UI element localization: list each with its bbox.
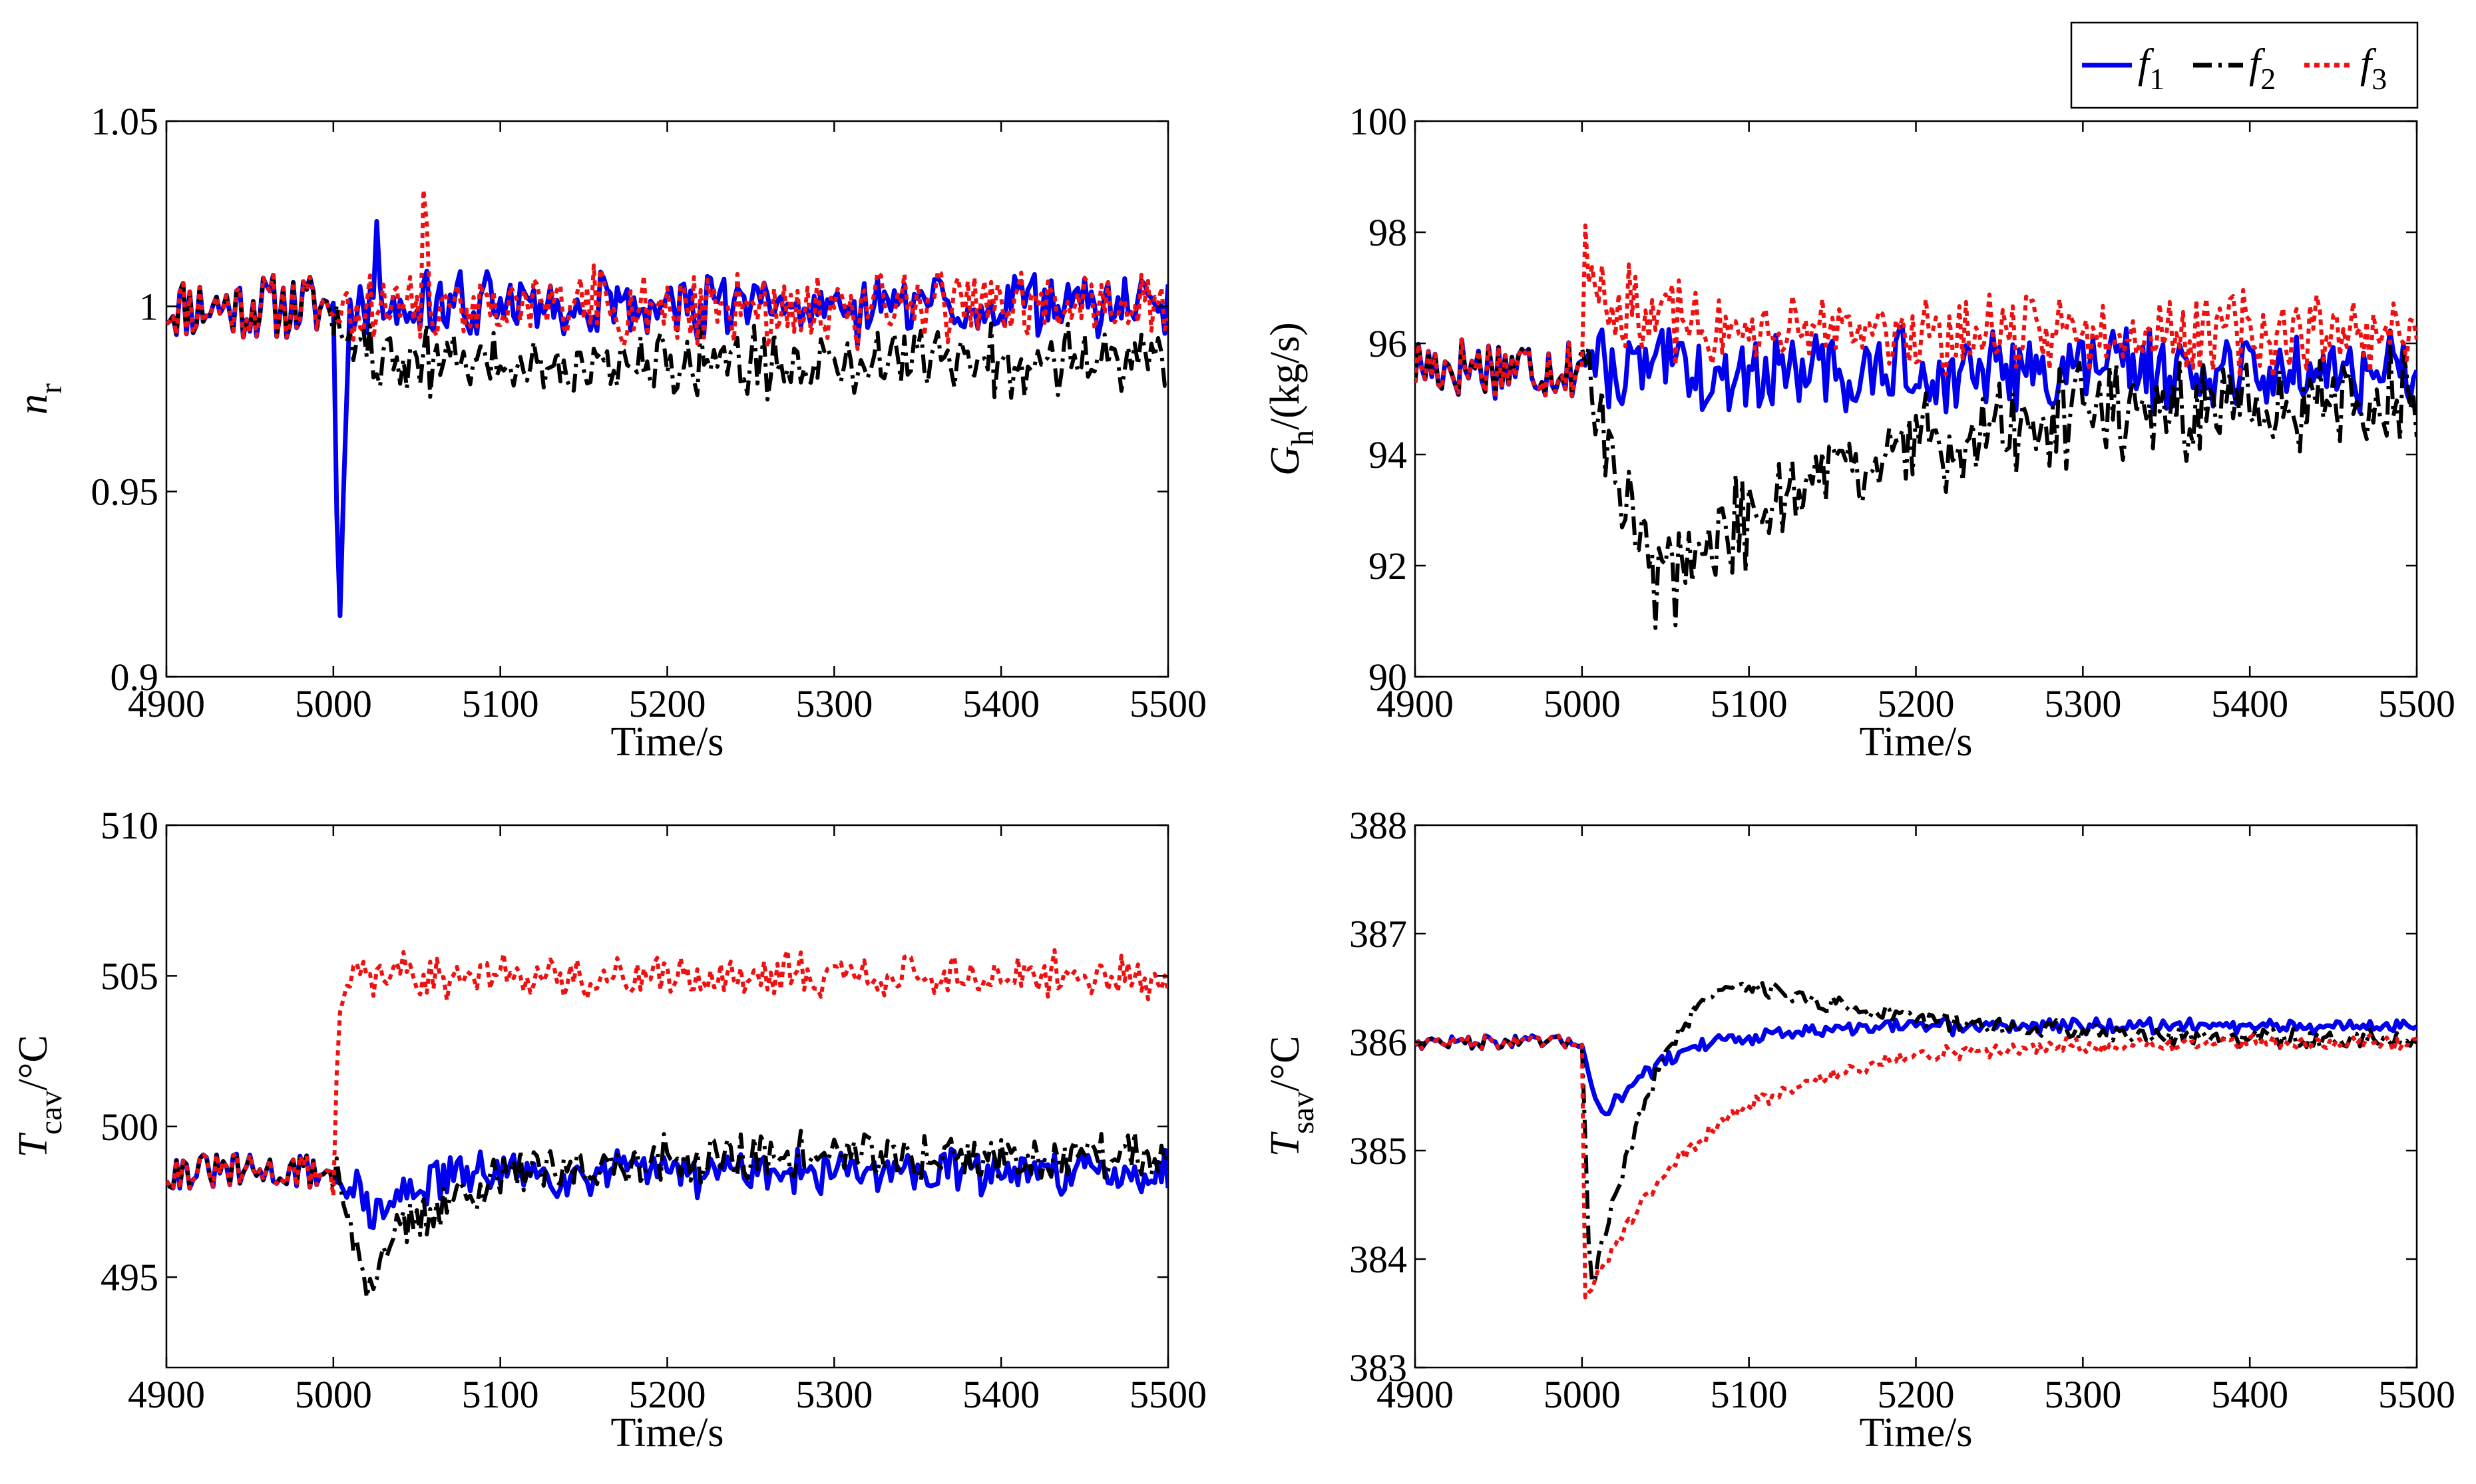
y-axis-label: Tcav/°C [11,1035,69,1157]
y-tick-label: 92 [1368,544,1407,588]
x-tick-label: 5400 [2211,1373,2288,1416]
y-axis-label: nr [11,383,69,415]
x-tick-label: 5000 [295,682,372,725]
y-tick-label: 98 [1368,211,1407,254]
x-tick-label: 5400 [2211,682,2288,725]
y-tick-label: 96 [1368,322,1407,365]
axes-frame [165,824,1169,1369]
x-axis-label: Time/s [1859,719,1972,765]
x-tick-label: 5400 [962,1373,1040,1416]
x-tick-label: 5100 [462,682,539,725]
y-axis-label: Gh/(kg/s) [1263,322,1321,476]
legend: f1 f2 f3 [2070,21,2419,109]
y-tick-label: 94 [1368,433,1407,476]
x-tick-label: 5300 [795,682,873,725]
y-tick-label: 385 [1349,1129,1407,1173]
y-tick-label: 1 [139,285,158,328]
x-tick-label: 5000 [295,1373,372,1416]
x-tick-label: 5400 [962,682,1040,725]
panel-gh: 4900 5000 5100 5200 5300 5400 5500 90 92 94 96 98 10… [1263,100,2455,765]
y-tick-label: 495 [101,1256,158,1299]
series-line-f3 [166,188,1168,351]
y-tick-label: 510 [101,804,158,847]
x-axis-label: Time/s [1859,1410,1972,1455]
x-tick-label: 4900 [1376,1373,1454,1416]
y-tick-label: 383 [1349,1346,1407,1390]
x-tick-label: 5300 [795,1373,873,1416]
y-tick-label: 388 [1349,804,1407,847]
y-tick-label: 0.95 [91,470,159,514]
x-tick-label: 5000 [1544,1373,1621,1416]
panel-tsav: 4900 5000 5100 5200 5300 5400 5500 383 384 385 386… [1263,804,2455,1455]
y-tick-label: 1.05 [91,100,159,143]
x-tick-label: 5500 [2378,682,2455,725]
y-tick-label: 100 [1349,100,1407,143]
series-line-f2 [1415,337,2417,630]
y-tick-label: 505 [101,954,158,998]
x-tick-label: 5200 [629,682,706,725]
series-line-f2 [166,1129,1168,1300]
x-tick-label: 4900 [128,682,205,725]
x-tick-label: 4900 [128,1373,205,1416]
series-line-f3 [1415,1033,2417,1300]
panel-nr: 4900 5000 5100 5200 5300 5400 5500 0.9 0.95 1 1.05… [11,100,1207,765]
x-tick-label: 5300 [2044,682,2121,725]
x-tick-label: 5100 [1711,1373,1788,1416]
series-line-f2 [166,273,1168,402]
y-tick-label: 0.9 [110,655,159,699]
x-tick-label: 5500 [2378,1373,2455,1416]
axes-frame [1414,824,2418,1369]
x-tick-label: 5300 [2044,1373,2121,1416]
series-line-f1 [1415,323,2417,415]
x-axis-label: Time/s [610,719,723,765]
x-tick-label: 5200 [1878,682,1955,725]
series-line-f3 [1415,223,2417,401]
x-axis-label: Time/s [610,1410,723,1455]
x-tick-label: 5200 [629,1373,706,1416]
y-tick-label: 384 [1349,1238,1407,1281]
axes-frame [165,120,1169,678]
panel-tcav: 4900 5000 5100 5200 5300 5400 5500 495 500 505 510… [11,804,1207,1455]
x-tick-label: 5500 [1130,1373,1207,1416]
x-tick-label: 5200 [1878,1373,1955,1416]
y-tick-label: 387 [1349,912,1407,956]
x-tick-label: 5100 [462,1373,539,1416]
x-tick-label: 4900 [1376,682,1454,725]
y-axis-label: Tsav/°C [1263,1036,1321,1157]
x-tick-label: 5000 [1544,682,1621,725]
y-tick-label: 500 [101,1105,158,1149]
y-tick-label: 386 [1349,1021,1407,1064]
y-tick-label: 90 [1368,655,1407,699]
series-line-f3 [166,948,1168,1199]
x-tick-label: 5500 [1130,682,1207,725]
x-tick-label: 5100 [1711,682,1788,725]
